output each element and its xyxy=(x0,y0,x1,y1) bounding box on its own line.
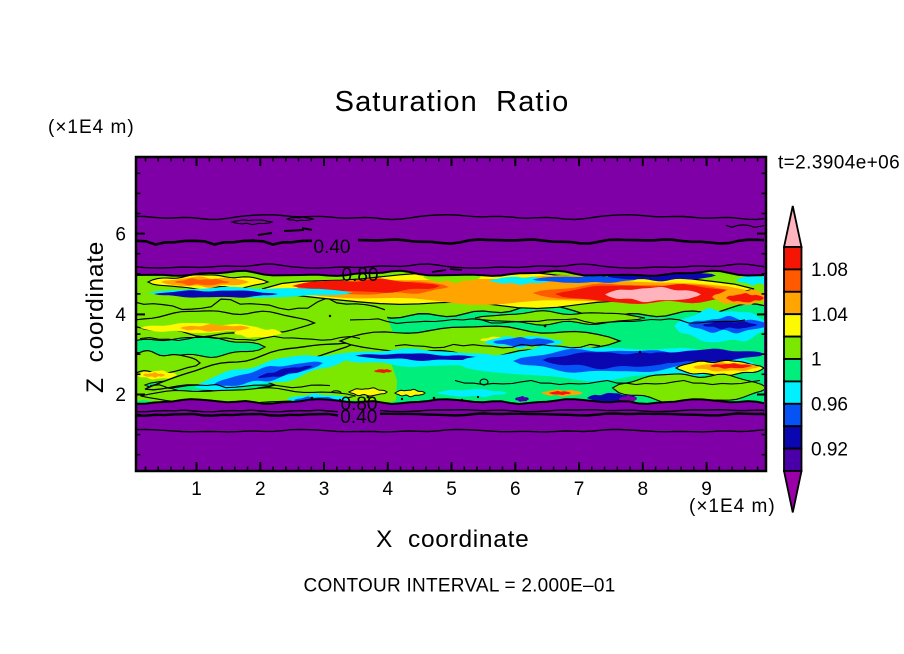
svg-text:4: 4 xyxy=(115,305,126,326)
svg-text:Z coordinate: Z coordinate xyxy=(82,241,109,393)
svg-text:1: 1 xyxy=(811,350,822,371)
svg-text:1.04: 1.04 xyxy=(811,305,848,326)
svg-text:6: 6 xyxy=(115,224,126,245)
svg-text:0.40: 0.40 xyxy=(340,407,377,428)
svg-text:0.92: 0.92 xyxy=(811,439,848,460)
svg-text:0.40: 0.40 xyxy=(314,237,351,258)
svg-text:0.80: 0.80 xyxy=(342,265,379,286)
svg-text:2: 2 xyxy=(115,385,126,406)
svg-text:6: 6 xyxy=(510,479,521,500)
svg-text:7: 7 xyxy=(574,479,585,500)
svg-text:t=2.3904e+06: t=2.3904e+06 xyxy=(778,153,900,174)
svg-text:9: 9 xyxy=(701,479,712,500)
svg-text:(×1E4 m): (×1E4 m) xyxy=(689,496,776,517)
svg-text:(×1E4 m): (×1E4 m) xyxy=(48,117,135,138)
svg-text:0.96: 0.96 xyxy=(811,395,848,416)
svg-text:8: 8 xyxy=(638,479,649,500)
svg-text:4: 4 xyxy=(383,479,394,500)
svg-text:2: 2 xyxy=(255,479,266,500)
svg-text:3: 3 xyxy=(319,479,330,500)
svg-text:1.08: 1.08 xyxy=(811,260,848,281)
svg-text:X coordinate: X coordinate xyxy=(376,526,529,553)
svg-text:5: 5 xyxy=(446,479,457,500)
svg-text:CONTOUR INTERVAL = 2.000E–01: CONTOUR INTERVAL = 2.000E–01 xyxy=(304,576,616,597)
svg-text:0.80: 0.80 xyxy=(341,394,378,415)
svg-text:1: 1 xyxy=(191,479,202,500)
svg-text:Saturation Ratio: Saturation Ratio xyxy=(335,86,570,118)
